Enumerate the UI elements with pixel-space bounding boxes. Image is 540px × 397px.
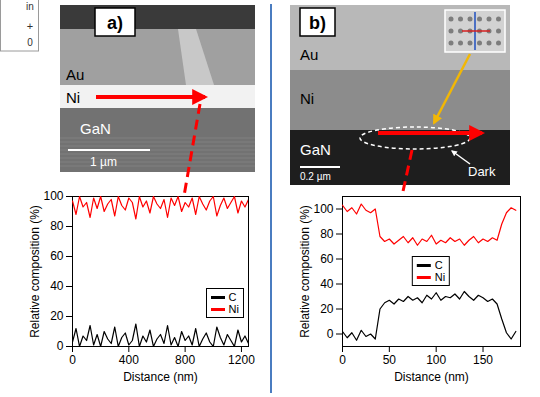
- svg-text:0: 0: [57, 339, 64, 353]
- svg-text:1 µm: 1 µm: [90, 155, 117, 169]
- svg-text:100: 100: [313, 202, 333, 216]
- svg-text:Distance (nm): Distance (nm): [394, 370, 469, 384]
- svg-text:100: 100: [43, 189, 63, 203]
- svg-text:20: 20: [50, 309, 64, 323]
- svg-text:40: 40: [320, 277, 334, 291]
- svg-text:80: 80: [50, 219, 64, 233]
- svg-text:a): a): [107, 13, 123, 33]
- svg-text:Distance (nm): Distance (nm): [123, 370, 198, 384]
- svg-text:Relative composition (%): Relative composition (%): [28, 205, 42, 338]
- svg-text:Ni: Ni: [300, 90, 314, 107]
- svg-text:0: 0: [27, 37, 33, 48]
- svg-text:GaN: GaN: [300, 141, 331, 158]
- svg-text:0: 0: [69, 353, 76, 367]
- svg-text:100: 100: [426, 353, 446, 367]
- svg-text:1200: 1200: [228, 353, 255, 367]
- svg-text:Au: Au: [300, 46, 318, 63]
- svg-text:40: 40: [50, 279, 64, 293]
- html-text:C: C: [434, 259, 443, 271]
- html-text:Ni: Ni: [228, 303, 239, 315]
- svg-text:0.2 µm: 0.2 µm: [300, 171, 331, 182]
- svg-text:in: in: [26, 1, 34, 12]
- svg-text:GaN: GaN: [80, 120, 111, 137]
- html-text:C: C: [228, 291, 237, 303]
- svg-text:+: +: [27, 20, 33, 32]
- svg-text:Ni: Ni: [66, 89, 80, 106]
- svg-text:Au: Au: [66, 66, 84, 83]
- svg-text:Relative composition (%): Relative composition (%): [298, 205, 312, 338]
- svg-text:20: 20: [320, 302, 334, 316]
- svg-text:400: 400: [119, 353, 139, 367]
- svg-text:800: 800: [175, 353, 195, 367]
- svg-text:60: 60: [320, 252, 334, 266]
- svg-text:150: 150: [473, 353, 493, 367]
- svg-text:Dark: Dark: [468, 164, 496, 179]
- svg-text:0: 0: [339, 353, 346, 367]
- svg-text:b): b): [309, 13, 326, 33]
- svg-text:50: 50: [383, 353, 397, 367]
- svg-text:60: 60: [50, 249, 64, 263]
- html-text:Ni: Ni: [434, 271, 446, 283]
- svg-text:0: 0: [327, 327, 334, 341]
- svg-text:80: 80: [320, 227, 334, 241]
